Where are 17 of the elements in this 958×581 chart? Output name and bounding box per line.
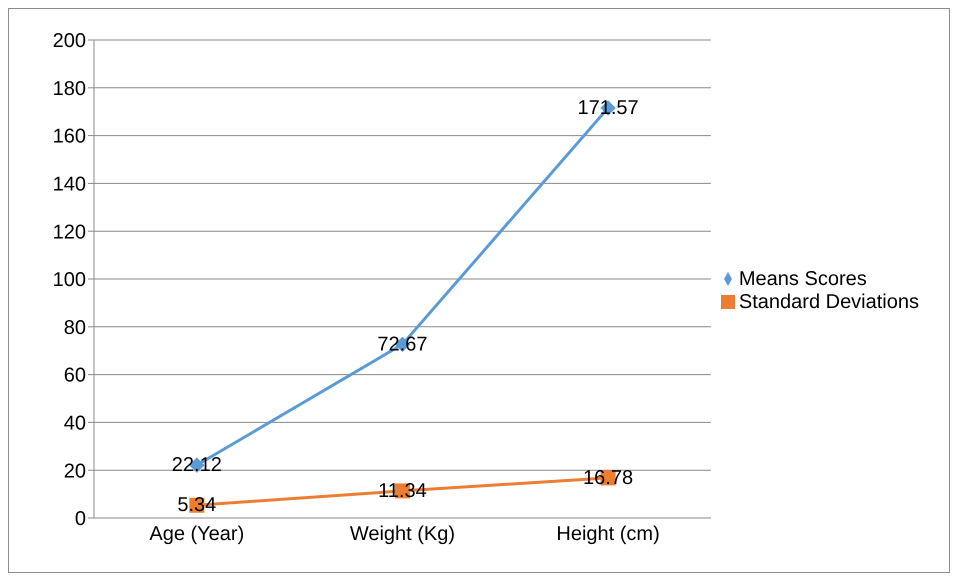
x-tick-label: Height (cm) (556, 523, 660, 546)
y-tick-label: 140 (52, 174, 86, 196)
legend-label: Standard Deviations (738, 290, 919, 312)
y-tick-label: 120 (52, 221, 86, 244)
y-tick-label: 40 (64, 412, 86, 434)
y-tick-label: 100 (52, 269, 86, 292)
data-label: 5.34 (177, 494, 216, 516)
y-tick-label: 160 (52, 126, 86, 148)
x-tick-label: Weight (Kg) (350, 523, 456, 546)
y-tick-label: 180 (52, 78, 86, 100)
y-tick-label: 80 (64, 316, 86, 339)
y-tick-label: 200 (52, 30, 86, 52)
x-tick-label: Age (Year) (149, 523, 244, 546)
y-tick-label: 20 (64, 460, 86, 482)
y-tick-label: 0 (74, 508, 86, 530)
legend-label: Means Scores (738, 268, 867, 290)
y-tick-label: 60 (64, 364, 86, 387)
